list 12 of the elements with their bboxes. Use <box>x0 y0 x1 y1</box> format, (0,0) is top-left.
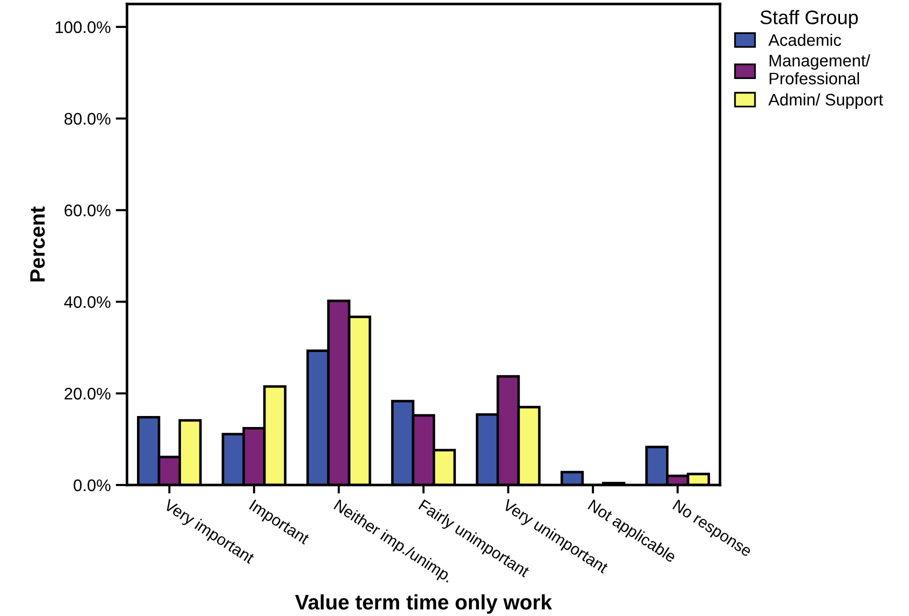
y-tick-label: 40.0% <box>64 296 110 308</box>
legend-title: Staff Group <box>760 10 858 28</box>
x-axis-title: Value term time only work <box>295 594 552 614</box>
y-axis-title: Percent <box>30 206 45 282</box>
legend-label: Management/ Professional <box>770 54 870 84</box>
legend-label: Academic <box>768 34 842 46</box>
y-tick-label: 0.0% <box>74 479 110 492</box>
y-tick-label: 80.0% <box>64 112 110 125</box>
y-tick-label: 20.0% <box>64 388 110 400</box>
y-tick-label: 60.0% <box>64 204 110 216</box>
legend-label: Admin/ Support <box>768 93 884 109</box>
y-tick-label: 100.0% <box>56 21 110 34</box>
